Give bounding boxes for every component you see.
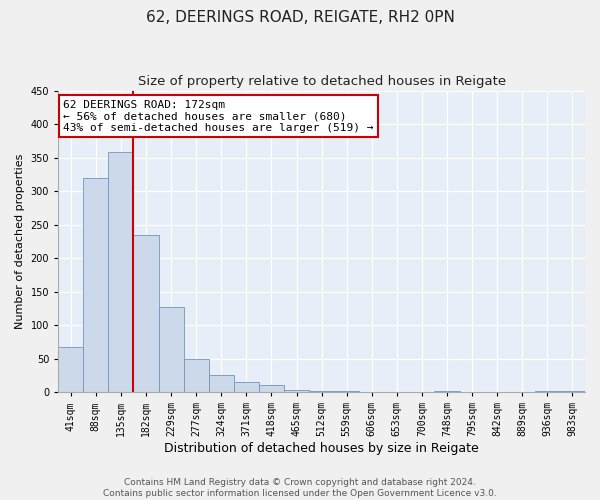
Bar [58,346,83,392]
Title: Size of property relative to detached houses in Reigate: Size of property relative to detached ho… [137,75,506,88]
Bar [184,360,209,392]
Bar [284,390,309,392]
Bar [209,376,234,392]
Bar [158,307,184,392]
X-axis label: Distribution of detached houses by size in Reigate: Distribution of detached houses by size … [164,442,479,455]
Bar [309,391,334,392]
Text: 62, DEERINGS ROAD, REIGATE, RH2 0PN: 62, DEERINGS ROAD, REIGATE, RH2 0PN [146,10,454,25]
Bar [133,234,158,392]
Bar [259,386,284,392]
Bar [109,152,133,392]
Y-axis label: Number of detached properties: Number of detached properties [15,154,25,329]
Text: 62 DEERINGS ROAD: 172sqm
← 56% of detached houses are smaller (680)
43% of semi-: 62 DEERINGS ROAD: 172sqm ← 56% of detach… [64,100,374,133]
Bar [83,178,109,392]
Text: Contains HM Land Registry data © Crown copyright and database right 2024.
Contai: Contains HM Land Registry data © Crown c… [103,478,497,498]
Bar [234,382,259,392]
